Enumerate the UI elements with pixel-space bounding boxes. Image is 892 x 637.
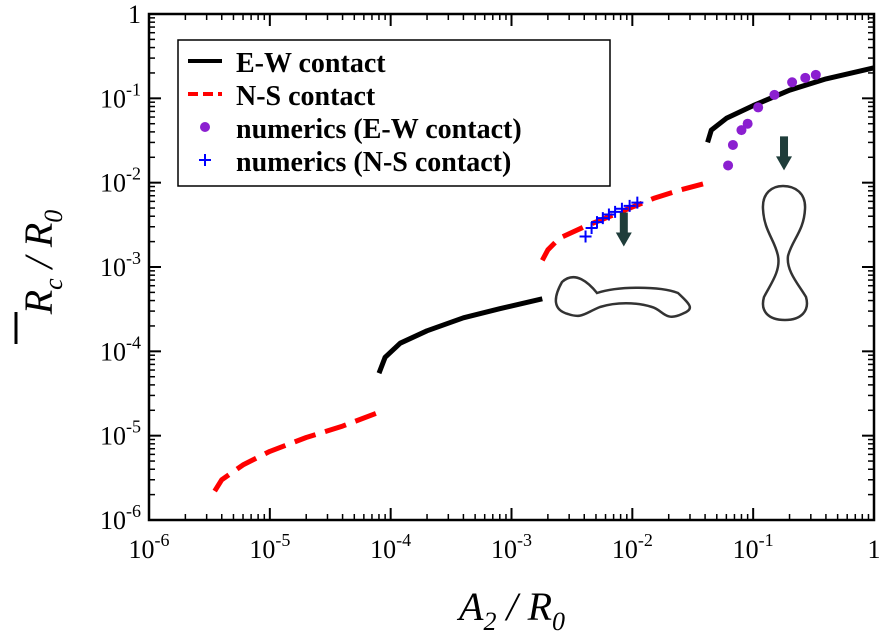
x-tick-label: 10-6 bbox=[129, 530, 170, 564]
x-tick-label-base: 10 bbox=[370, 535, 396, 564]
legend-label-0: E-W contact bbox=[236, 48, 386, 79]
y-tick-label: 10-4 bbox=[100, 332, 141, 366]
y-tick-label: 10-1 bbox=[100, 79, 141, 113]
legend-swatch-3 bbox=[199, 154, 211, 166]
y-tick-label-base: 10 bbox=[100, 506, 126, 535]
x-tick-label-exp: -1 bbox=[759, 530, 774, 550]
x-axis-label-sub: 2 bbox=[483, 607, 496, 636]
ns-numerics-point bbox=[609, 205, 622, 218]
y-axis-label: Rc / R0 bbox=[16, 210, 68, 316]
y-tick-label: 1 bbox=[128, 0, 141, 29]
y-tick-label-base: 10 bbox=[100, 422, 126, 451]
legend-swatch-2 bbox=[200, 122, 210, 132]
x-tick-label-exp: -6 bbox=[155, 530, 170, 550]
legend-label-2: numerics (E-W contact) bbox=[236, 114, 522, 145]
x-axis-label: A2 / R0 bbox=[456, 584, 565, 636]
y-axis-label-sub: c bbox=[39, 278, 68, 290]
ns-numerics-point bbox=[579, 230, 592, 243]
y-tick-label-base: 1 bbox=[128, 0, 141, 29]
ns-numerics-point bbox=[623, 199, 636, 212]
down-arrow-annotation bbox=[776, 136, 793, 171]
y-tick-label: 10-2 bbox=[100, 164, 141, 198]
ns-numerics-point bbox=[596, 212, 609, 225]
vertical-dumbbell-shape bbox=[761, 184, 809, 322]
ns-numerics-point bbox=[602, 208, 615, 221]
ew-numerics-point bbox=[769, 89, 780, 100]
x-tick-label: 1 bbox=[868, 535, 881, 564]
series-0-segment-1 bbox=[705, 65, 875, 144]
legend-label-3: numerics (N-S contact) bbox=[236, 147, 511, 178]
axis-labels: A2 / R0 Rc / R0 bbox=[14, 210, 565, 636]
ew-numerics-point bbox=[753, 102, 764, 113]
x-axis-label-sep: / bbox=[496, 584, 527, 629]
series-0-segment-0 bbox=[376, 296, 543, 375]
ticks-layer: 10-6 10-5 10-4 10-3 10-2 10-1 110-610-510-410-… bbox=[100, 0, 881, 564]
y-tick-label: 10-6 bbox=[100, 501, 141, 535]
x-axis-label-main: A bbox=[456, 584, 484, 629]
x-tick-label-base: 1 bbox=[868, 535, 881, 564]
x-tick-label-base: 10 bbox=[249, 535, 275, 564]
ew-numerics-point bbox=[736, 125, 747, 136]
ew-numerics-point bbox=[727, 139, 738, 150]
x-tick-label: 10-2 bbox=[612, 530, 653, 564]
y-tick-label-exp: -1 bbox=[126, 79, 141, 99]
y-tick-label-base: 10 bbox=[100, 337, 126, 366]
ew-numerics-point bbox=[742, 118, 753, 129]
y-tick-label-exp: -3 bbox=[126, 248, 141, 268]
ew-numerics-point bbox=[787, 77, 798, 88]
x-tick-label: 10-4 bbox=[370, 530, 411, 564]
ew-numerics-point bbox=[723, 160, 734, 171]
ns-numerics-point bbox=[585, 222, 598, 235]
y-tick-label-base: 10 bbox=[100, 169, 126, 198]
x-tick-label-base: 10 bbox=[129, 535, 155, 564]
x-tick-label-exp: -3 bbox=[517, 530, 532, 550]
x-axis-label-den-sub: 0 bbox=[552, 607, 565, 636]
y-axis-label-den: R bbox=[16, 223, 61, 248]
y-axis-label-sep: / bbox=[16, 247, 61, 278]
y-tick-label: 10-3 bbox=[100, 248, 141, 282]
y-tick-label-base: 10 bbox=[100, 84, 126, 113]
x-tick-label-base: 10 bbox=[733, 535, 759, 564]
down-arrow-annotation bbox=[615, 212, 632, 247]
y-tick-label-exp: -6 bbox=[126, 501, 141, 521]
x-tick-label-exp: -4 bbox=[396, 530, 411, 550]
x-tick-label: 10-1 bbox=[733, 530, 774, 564]
axes-layer: 10-6 10-5 10-4 10-3 10-2 10-1 110-610-510-410-… bbox=[100, 0, 881, 564]
y-tick-label: 10-5 bbox=[100, 417, 141, 451]
ns-numerics-point bbox=[631, 196, 644, 209]
y-axis-label-group: Rc / R0 bbox=[14, 210, 68, 344]
y-tick-label-exp: -4 bbox=[126, 332, 141, 352]
ew-numerics-point bbox=[800, 72, 811, 83]
series-layer bbox=[212, 65, 875, 493]
y-axis-label-den-sub: 0 bbox=[39, 210, 68, 223]
ew-numerics-point bbox=[810, 69, 821, 80]
x-tick-label-base: 10 bbox=[612, 535, 638, 564]
x-tick-label-exp: -5 bbox=[275, 530, 290, 550]
x-axis-label-den: R bbox=[527, 584, 552, 629]
legend-box bbox=[177, 39, 611, 187]
series-1-segment-0 bbox=[212, 409, 380, 493]
y-tick-label-exp: -2 bbox=[126, 164, 141, 184]
y-axis-label-main: R bbox=[16, 290, 61, 315]
annotation-layer bbox=[554, 136, 809, 322]
y-tick-label-exp: -5 bbox=[126, 417, 141, 437]
x-tick-label: 10-3 bbox=[491, 530, 532, 564]
x-tick-label: 10-5 bbox=[249, 530, 290, 564]
legend-label-1: N-S contact bbox=[236, 81, 376, 112]
x-tick-label-base: 10 bbox=[491, 535, 517, 564]
y-tick-label-base: 10 bbox=[100, 253, 126, 282]
horizontal-dumbbell-shape bbox=[554, 276, 691, 318]
x-tick-label-exp: -2 bbox=[638, 530, 653, 550]
